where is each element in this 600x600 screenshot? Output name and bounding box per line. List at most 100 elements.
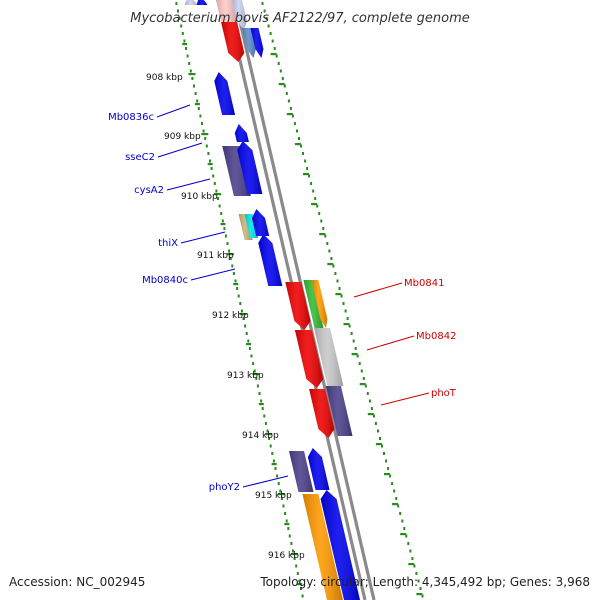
dot xyxy=(342,302,345,305)
dot xyxy=(291,114,294,118)
dot xyxy=(274,467,277,470)
dot xyxy=(229,257,232,260)
gene-label-Mb0840c[interactable]: Mb0840c xyxy=(142,275,188,286)
gene-label-sseC2[interactable]: sseC2 xyxy=(125,152,155,163)
dot xyxy=(296,572,299,575)
dot xyxy=(288,534,291,538)
kbp-label: 910 kbp xyxy=(181,192,218,202)
gene-label-phoY2[interactable]: phoY2 xyxy=(209,482,240,493)
gene-arrow-shading xyxy=(320,490,360,600)
gene-label-phoT[interactable]: phoT xyxy=(431,388,457,399)
dot xyxy=(226,242,229,245)
dot xyxy=(310,182,313,185)
dot xyxy=(236,287,239,290)
dot xyxy=(269,444,272,448)
dot xyxy=(269,32,272,35)
dot xyxy=(279,489,282,493)
gene-features[interactable] xyxy=(184,0,360,600)
dot xyxy=(242,317,245,320)
tick-mark xyxy=(278,493,285,496)
gene-arrow-shading xyxy=(311,280,328,328)
dot xyxy=(178,17,181,20)
dot xyxy=(399,512,402,515)
gene-arrow-shading xyxy=(232,0,247,30)
tick-mark xyxy=(416,593,423,596)
gene-arrow-shading xyxy=(314,328,344,386)
dot xyxy=(217,197,219,200)
gene-arrow-shading xyxy=(214,72,236,115)
dot xyxy=(287,99,290,103)
dot xyxy=(265,17,268,20)
dot xyxy=(253,369,256,373)
dot xyxy=(260,399,263,403)
dot xyxy=(267,24,270,28)
dot xyxy=(397,504,400,508)
dot xyxy=(330,257,333,260)
tick-mark xyxy=(367,413,374,416)
dot xyxy=(193,84,195,88)
dot xyxy=(409,549,412,553)
dot xyxy=(338,287,341,290)
tick-mark xyxy=(384,473,390,476)
gene-label-Mb0841[interactable]: Mb0841 xyxy=(404,278,444,289)
dot xyxy=(261,2,264,5)
dot xyxy=(285,519,288,523)
inner-tick-marks xyxy=(182,43,303,586)
gene-label-cysA2[interactable]: cysA2 xyxy=(134,185,164,196)
dot xyxy=(377,429,379,433)
dot xyxy=(280,497,283,500)
dot xyxy=(223,227,226,230)
dot xyxy=(326,242,329,245)
dot xyxy=(372,414,375,418)
gene-arrow-shading xyxy=(244,214,259,238)
gene-label-Mb0842[interactable]: Mb0842 xyxy=(416,331,456,342)
dot xyxy=(358,362,361,365)
dot xyxy=(316,204,319,208)
dot xyxy=(387,467,390,470)
label-connector xyxy=(166,178,211,191)
tick-mark xyxy=(188,73,196,76)
dot xyxy=(320,219,323,223)
dot xyxy=(268,437,271,440)
gene-arrow-shading xyxy=(252,209,270,236)
dot xyxy=(391,482,394,485)
tick-mark xyxy=(294,143,301,146)
right-gene-labels[interactable]: Mb0841 Mb0842 phoT xyxy=(404,278,457,399)
dot xyxy=(304,159,307,163)
dot xyxy=(322,227,325,230)
dot xyxy=(300,144,302,148)
tick-mark xyxy=(284,523,290,526)
gene-arrow-shading xyxy=(250,28,264,58)
dot xyxy=(364,384,367,388)
dot xyxy=(266,429,269,433)
dot xyxy=(300,587,302,590)
dot xyxy=(210,167,213,170)
dot xyxy=(277,62,280,65)
genome-summary-text: Topology: circular; Length: 4,345,492 bp… xyxy=(259,575,590,589)
dot xyxy=(348,324,351,328)
label-connector xyxy=(157,142,203,158)
dot xyxy=(415,572,418,575)
dot xyxy=(346,317,349,320)
dot xyxy=(199,114,202,118)
dot xyxy=(308,174,311,178)
gene-arrow-shading xyxy=(221,22,245,62)
dot xyxy=(352,339,355,343)
label-connectors xyxy=(156,104,430,488)
outer-dotted-track xyxy=(261,2,424,598)
dot xyxy=(421,594,424,598)
dot xyxy=(221,219,224,223)
gene-label-Mb0836c[interactable]: Mb0836c xyxy=(108,112,154,123)
dot xyxy=(328,249,331,253)
dot xyxy=(403,527,406,530)
dot xyxy=(183,39,186,43)
gene-label-thiX[interactable]: thiX xyxy=(158,238,178,249)
label-connector xyxy=(353,282,403,298)
dot xyxy=(275,54,278,58)
label-connector xyxy=(180,231,226,244)
dot xyxy=(186,54,189,58)
left-gene-labels[interactable]: Mb0836c sseC2 cysA2 thiX Mb0840c phoY2 xyxy=(108,112,240,493)
dot xyxy=(177,9,179,13)
dot xyxy=(293,557,296,560)
